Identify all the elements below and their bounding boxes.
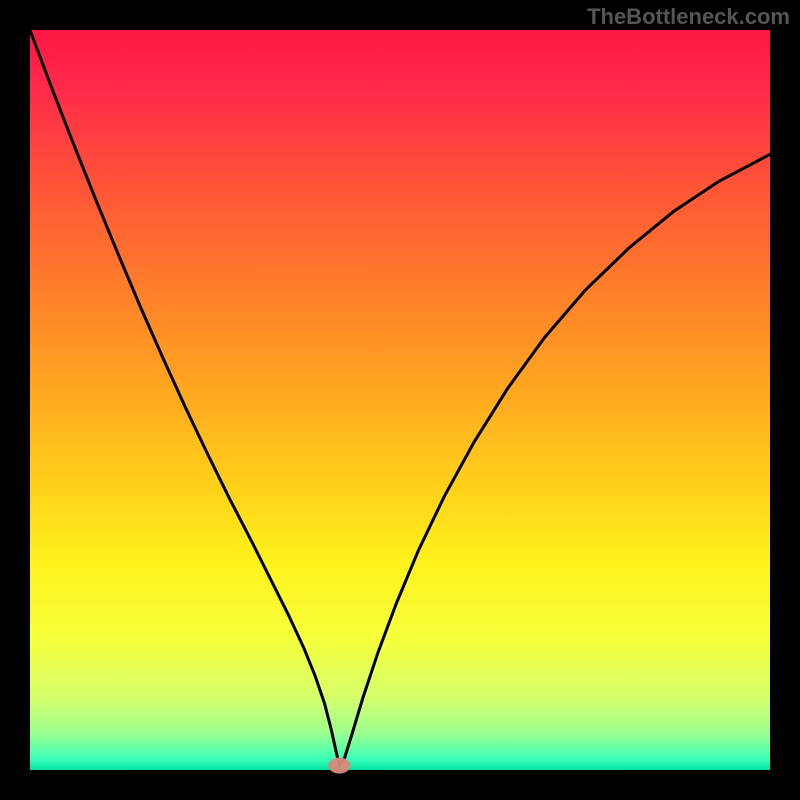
chart-svg — [0, 0, 800, 800]
watermark-text: TheBottleneck.com — [587, 4, 790, 30]
plot-background — [30, 30, 770, 770]
optimum-marker — [328, 758, 350, 774]
chart-container: TheBottleneck.com — [0, 0, 800, 800]
